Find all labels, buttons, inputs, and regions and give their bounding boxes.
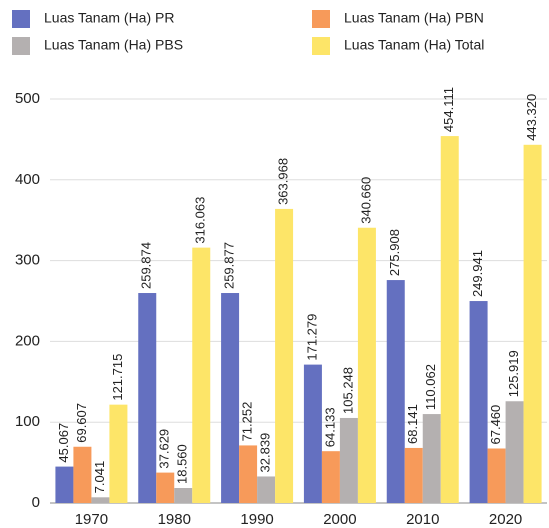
value-label: 69.607 [74, 403, 89, 443]
value-label: 363.968 [276, 158, 291, 205]
x-tick-label: 1970 [75, 511, 108, 528]
bar [138, 293, 157, 503]
x-tick-label: 1990 [240, 511, 273, 528]
value-label: 32.839 [258, 433, 273, 473]
bar [321, 451, 340, 503]
bar [487, 448, 506, 503]
value-label: 105.248 [340, 367, 355, 414]
value-label: 125.919 [506, 350, 521, 397]
y-tick-label: 100 [15, 413, 40, 430]
value-label: 68.141 [405, 404, 420, 444]
value-label: 37.629 [157, 429, 172, 469]
bar [523, 144, 542, 504]
x-tick-label: 2010 [406, 511, 439, 528]
value-label: 64.133 [322, 407, 337, 447]
value-label: 67.460 [488, 405, 503, 445]
bar [505, 401, 524, 503]
bar [91, 497, 110, 503]
bar [440, 136, 459, 503]
bar [73, 446, 92, 503]
bar [357, 227, 376, 504]
value-label: 316.063 [193, 197, 208, 244]
bar [109, 404, 128, 503]
bar [422, 414, 441, 503]
y-tick-label: 400 [15, 171, 40, 188]
value-label: 110.062 [423, 364, 438, 410]
bar [156, 472, 175, 503]
value-label: 249.941 [470, 250, 485, 297]
value-label: 259.874 [139, 242, 154, 289]
legend-label: Luas Tanam (Ha) PBS [44, 37, 183, 53]
value-label: 340.660 [358, 177, 373, 224]
value-label: 121.715 [110, 354, 125, 401]
bar [404, 447, 423, 503]
bar [386, 280, 405, 503]
x-tick-label: 2020 [489, 511, 522, 528]
y-tick-label: 200 [15, 332, 40, 349]
legend-swatch [12, 37, 30, 55]
bar [174, 488, 193, 503]
value-label: 71.252 [240, 402, 255, 442]
value-label: 454.111 [441, 87, 456, 132]
bar [275, 208, 294, 503]
legend-label: Luas Tanam (Ha) Total [344, 37, 484, 53]
value-label: 275.908 [387, 229, 402, 276]
y-tick-label: 0 [32, 494, 40, 511]
y-tick-label: 500 [15, 90, 40, 107]
y-tick-label: 300 [15, 252, 40, 269]
legend-label: Luas Tanam (Ha) PBN [344, 10, 484, 26]
value-label: 7.041 [92, 461, 107, 494]
bar [55, 466, 74, 503]
bar [339, 417, 358, 503]
value-label: 259.877 [222, 242, 237, 289]
value-label: 171.279 [304, 314, 319, 361]
bar [239, 445, 258, 503]
value-label: 443.320 [524, 94, 539, 141]
x-tick-label: 1980 [158, 511, 191, 528]
legend-label: Luas Tanam (Ha) PR [44, 10, 174, 26]
bar [469, 301, 488, 503]
bar [192, 247, 211, 503]
legend-swatch [12, 10, 30, 28]
bar [221, 293, 240, 503]
value-label: 18.560 [175, 444, 190, 484]
bar [257, 476, 276, 503]
legend-swatch [312, 10, 330, 28]
bar [303, 364, 322, 503]
value-label: 45.067 [56, 423, 71, 463]
legend-swatch [312, 37, 330, 55]
x-tick-label: 2000 [323, 511, 356, 528]
